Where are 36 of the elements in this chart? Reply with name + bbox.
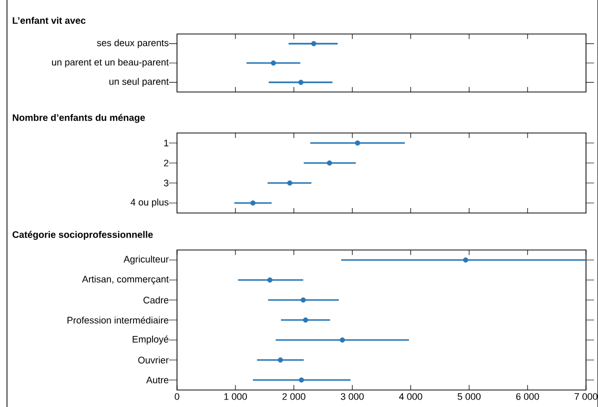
y-tick-label: un seul parent — [109, 78, 169, 87]
y-tick-label: Ouvrier — [138, 356, 169, 364]
y-tick-label: ses deux parents — [97, 39, 168, 48]
point — [287, 180, 292, 186]
y-tick-label: 1 — [164, 140, 168, 146]
point — [463, 257, 468, 263]
text: L’enfant vit avec — [12, 16, 86, 24]
text: Nombre d’enfants du ménage — [12, 114, 145, 123]
y-tick-label: un parent et un beau-parent — [52, 58, 169, 68]
point — [278, 357, 284, 363]
point — [298, 377, 304, 383]
y-tick-label: Autre — [146, 376, 168, 384]
point — [300, 297, 306, 303]
text: Catégorie socioprofessionnelle — [12, 230, 153, 240]
y-tick-label: Profession intermédiaire — [68, 316, 168, 324]
x-tick-label: 2 000 — [282, 393, 306, 400]
point — [354, 140, 360, 146]
y-tick-label: 4 ou plus — [130, 198, 168, 208]
point — [340, 337, 345, 343]
y-tick-label: 2 — [164, 160, 168, 166]
x-tick-label: 7 000 — [574, 393, 598, 400]
y-tick-label: Agriculteur — [124, 256, 169, 264]
x-tick-label: 0 — [174, 393, 180, 400]
point — [302, 317, 308, 323]
point — [326, 160, 332, 166]
x-tick-label: 4 000 — [399, 393, 422, 400]
x-tick-label: 3 000 — [340, 393, 364, 400]
x-tick-label: 6 000 — [516, 393, 540, 400]
y-tick-label: Cadre — [144, 296, 168, 304]
point — [250, 200, 256, 206]
y-tick-label: 3 — [164, 180, 168, 186]
point — [267, 277, 272, 283]
y-tick-label: Employé — [132, 336, 168, 344]
x-tick-label: 1 000 — [224, 393, 247, 400]
y-tick-label: Artisan, commerçant — [82, 276, 169, 284]
x-tick-label: 5 000 — [458, 393, 481, 400]
